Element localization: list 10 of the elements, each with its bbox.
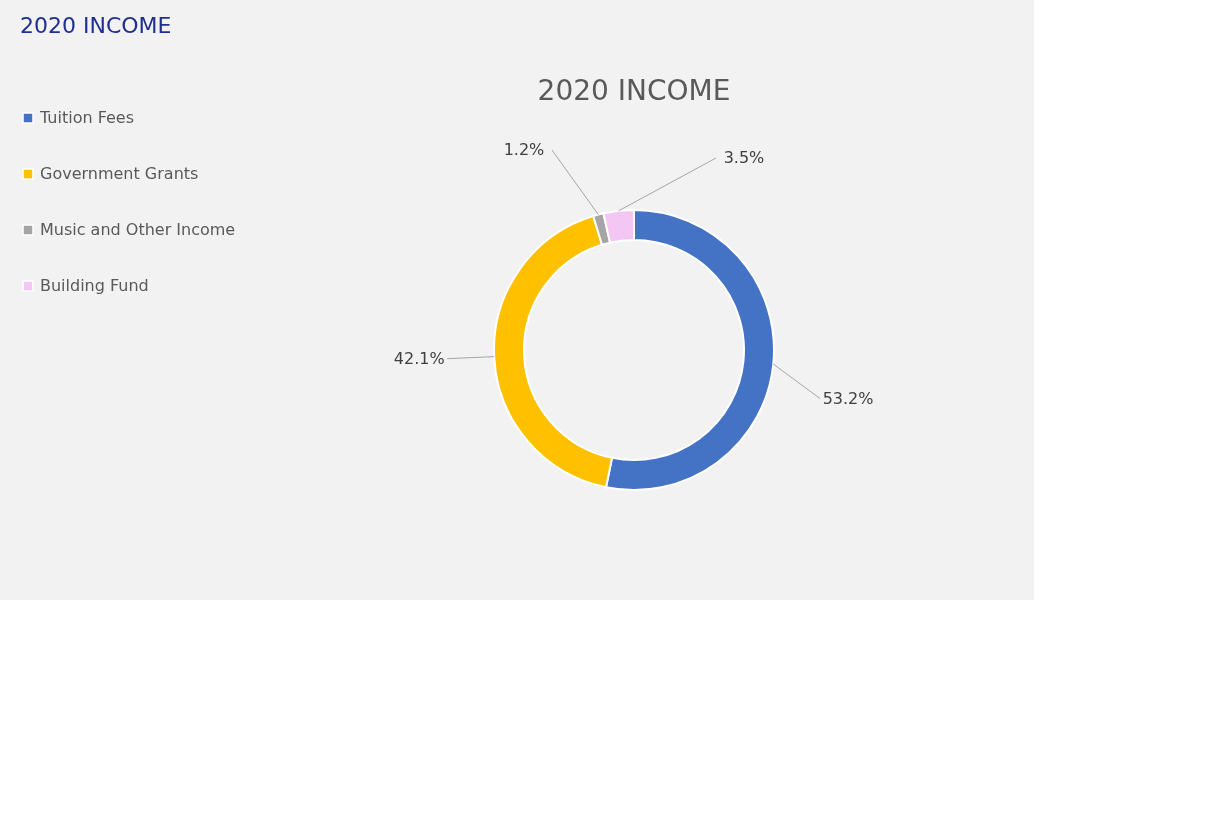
data-label: 42.1% <box>393 348 445 368</box>
chart-title: 2020 INCOME <box>537 74 731 107</box>
data-label: 53.2% <box>822 388 874 408</box>
data-label: 1.2% <box>503 140 545 159</box>
text: 2020 INCOME <box>20 13 172 38</box>
legend-label: Tuition Fees <box>39 108 135 127</box>
data-label: 3.5% <box>723 148 765 167</box>
legend-label: Building Fund <box>40 276 149 295</box>
legend-label: Music and Other Income <box>40 220 236 239</box>
legend-label: Government Grants <box>40 164 199 183</box>
